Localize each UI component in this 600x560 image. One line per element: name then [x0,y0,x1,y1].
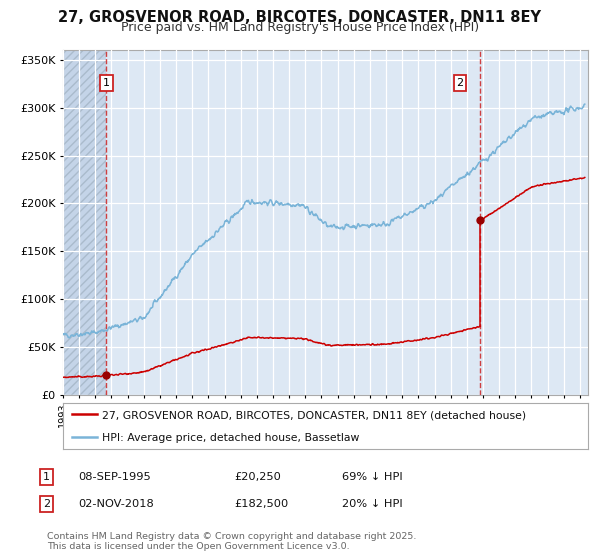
Text: 2: 2 [457,78,463,88]
Text: 02-NOV-2018: 02-NOV-2018 [78,499,154,509]
Text: 1: 1 [43,472,50,482]
Text: £20,250: £20,250 [234,472,281,482]
Text: 2: 2 [43,499,50,509]
Text: £182,500: £182,500 [234,499,288,509]
Text: 27, GROSVENOR ROAD, BIRCOTES, DONCASTER, DN11 8EY (detached house): 27, GROSVENOR ROAD, BIRCOTES, DONCASTER,… [103,410,527,420]
Text: Contains HM Land Registry data © Crown copyright and database right 2025.
This d: Contains HM Land Registry data © Crown c… [47,532,416,552]
Text: Price paid vs. HM Land Registry's House Price Index (HPI): Price paid vs. HM Land Registry's House … [121,21,479,34]
Text: 1: 1 [103,78,110,88]
Text: HPI: Average price, detached house, Bassetlaw: HPI: Average price, detached house, Bass… [103,433,360,443]
Text: 08-SEP-1995: 08-SEP-1995 [78,472,151,482]
Text: 20% ↓ HPI: 20% ↓ HPI [342,499,403,509]
Text: 27, GROSVENOR ROAD, BIRCOTES, DONCASTER, DN11 8EY: 27, GROSVENOR ROAD, BIRCOTES, DONCASTER,… [59,10,542,25]
Bar [63,50,106,395]
Text: 69% ↓ HPI: 69% ↓ HPI [342,472,403,482]
